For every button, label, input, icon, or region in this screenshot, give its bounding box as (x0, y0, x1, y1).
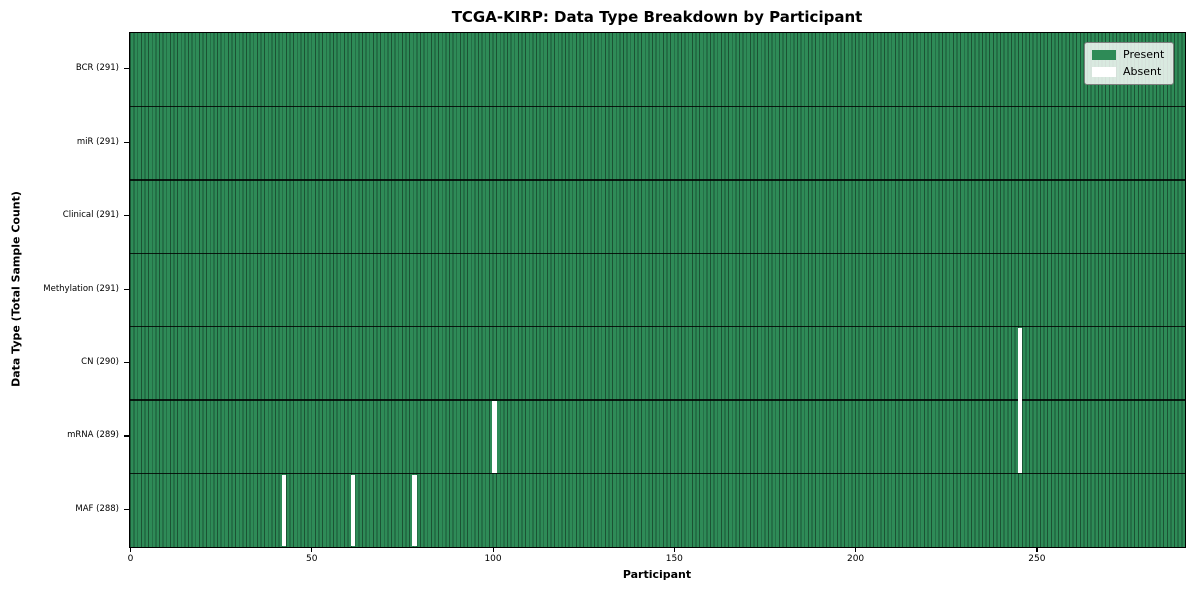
row-separator (130, 472, 1185, 475)
x-tick-label: 200 (846, 554, 865, 564)
x-tick (855, 548, 857, 552)
absent-gap (350, 474, 356, 546)
absent-gap (281, 474, 287, 546)
absent-gap (412, 474, 417, 546)
y-tick-label: mRNA (289) (67, 430, 119, 441)
y-tick-label: CN (290) (81, 356, 119, 367)
absent-gap (492, 401, 497, 473)
row-separator (130, 399, 1185, 401)
y-tick (124, 361, 129, 364)
absent-gap (1017, 327, 1023, 473)
x-axis-label: Participant (622, 568, 692, 581)
y-tick-label: BCR (291) (75, 63, 119, 74)
row-separator (130, 252, 1185, 254)
plot-area: Present Absent (129, 32, 1186, 548)
x-tick-label: 100 (484, 554, 502, 564)
legend-entry-present: Present (1092, 49, 1164, 61)
x-tick-label: 0 (127, 554, 134, 564)
row-separator (130, 105, 1185, 108)
chart-title: TCGA-KIRP: Data Type Breakdown by Partic… (451, 8, 863, 26)
x-tick (492, 548, 494, 552)
x-tick (130, 548, 132, 552)
legend-label-absent: Absent (1123, 65, 1162, 78)
y-tick (124, 288, 129, 290)
x-tick-label: 250 (1028, 554, 1046, 564)
y-tick-label: Methylation (291) (43, 283, 119, 294)
y-tick (124, 215, 129, 217)
absent-swatch-icon (1092, 67, 1116, 77)
legend-entry-absent: Absent (1092, 66, 1164, 78)
x-tick (311, 548, 313, 552)
legend-label-present: Present (1123, 48, 1165, 61)
present-swatch-icon (1092, 50, 1116, 60)
row-separator (130, 179, 1185, 181)
y-tick-label: Clinical (291) (62, 210, 119, 221)
row-separator (130, 326, 1185, 328)
x-tick (673, 548, 675, 552)
x-tick (1036, 548, 1038, 552)
y-tick-label: MAF (288) (75, 503, 119, 514)
y-tick (124, 141, 129, 143)
y-tick-label: miR (291) (76, 136, 119, 147)
y-tick (124, 508, 129, 510)
x-tick-label: 150 (665, 554, 683, 564)
legend: Present Absent (1084, 42, 1175, 85)
x-tick-label: 50 (306, 554, 318, 564)
y-tick (124, 435, 129, 437)
y-tick (124, 68, 129, 70)
